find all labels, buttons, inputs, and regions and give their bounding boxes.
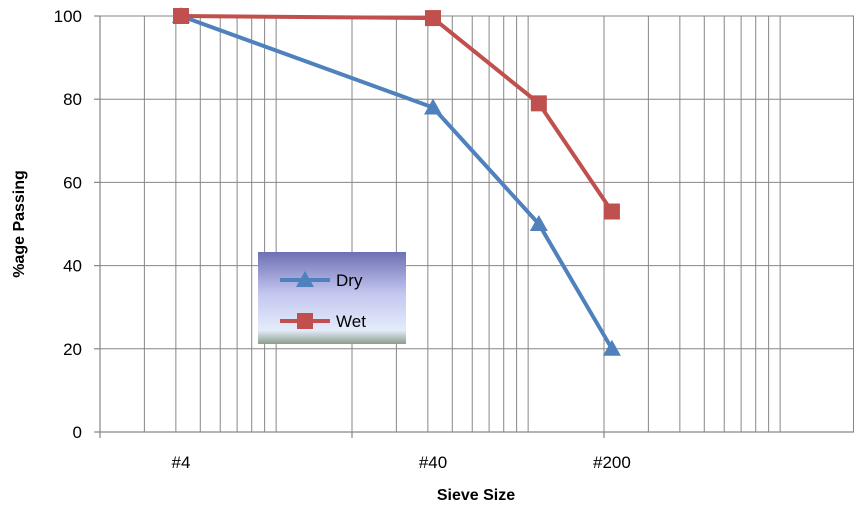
y-tick-label: 0 [73,423,82,442]
x-tick-labels: #4 #40 #200 [172,453,631,472]
data-point-wet [173,8,189,24]
data-point-wet [603,203,620,220]
y-tick-label: 20 [63,340,82,359]
legend-box [258,252,406,344]
x-axis-title: Sieve Size [437,487,515,504]
data-point-wet [425,10,441,27]
y-tick-label: 60 [63,173,82,192]
data-point-dry [529,215,548,231]
data-series [172,7,621,356]
x-tick-label: #40 [419,453,447,472]
y-tick-label: 80 [63,90,82,109]
x-tick-label: #4 [172,453,191,472]
legend-label: Wet [336,312,366,331]
legend: Dry Wet [258,252,406,344]
data-point-dry [602,339,621,356]
gridlines [100,15,854,432]
x-tick-label: #200 [593,453,631,472]
legend-marker [297,313,313,329]
y-tick-label: 100 [54,7,82,26]
legend-marker [296,271,314,287]
y-tick-label: 40 [63,257,82,276]
axes [94,15,854,438]
series-line-wet [180,14,614,213]
series-line-dry [180,14,614,350]
data-point-dry [424,98,442,115]
legend-label: Dry [336,271,363,290]
y-axis-title: %age Passing [11,170,28,278]
y-tick-labels: 0 20 40 60 80 100 [54,7,82,442]
data-point-wet [530,95,547,112]
